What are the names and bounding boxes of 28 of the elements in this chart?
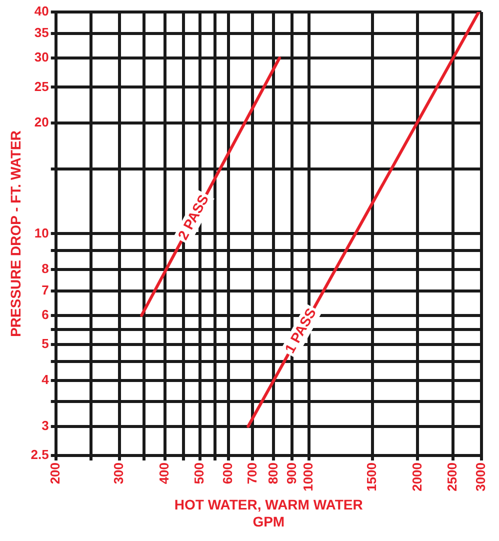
y-tick-label: 30 [34,50,49,65]
x-tick-label: 900 [284,462,299,484]
x-tick-label: 700 [244,462,260,484]
x-tick-label: 1500 [364,462,380,492]
y-tick-label: 3 [42,418,49,433]
y-tick-label: 7 [42,282,49,298]
y-tick-label: 25 [34,78,49,94]
x-tick-label: 2000 [409,462,424,492]
x-tick-label: 400 [156,462,172,484]
x-tick-label: 1000 [300,462,316,492]
x-tick-label: 200 [47,462,62,484]
x-axis-title: HOT WATER, WARM WATER GPM [174,496,363,530]
y-tick-label: 8 [42,261,49,276]
y-tick-label: 5 [42,336,49,352]
y-axis-title: PRESSURE DROP - FT. WATER [7,130,24,337]
x-tick-label: 300 [111,462,126,484]
x-tick-label: 2500 [444,462,460,492]
y-tick-label: 40 [34,4,49,19]
x-tick-label: 800 [265,462,280,484]
y-tick-label: 35 [34,24,49,40]
y-tick-label: 4 [42,372,50,387]
y-tick-label: 20 [34,114,49,130]
y-tick-label: 2.5 [30,447,49,462]
x-tick-label: 3000 [472,462,488,492]
x-tick-label: 500 [191,462,206,484]
y-tick-label: 6 [42,307,49,322]
y-tick-label: 10 [34,225,49,240]
x-tick-label: 600 [220,462,236,484]
